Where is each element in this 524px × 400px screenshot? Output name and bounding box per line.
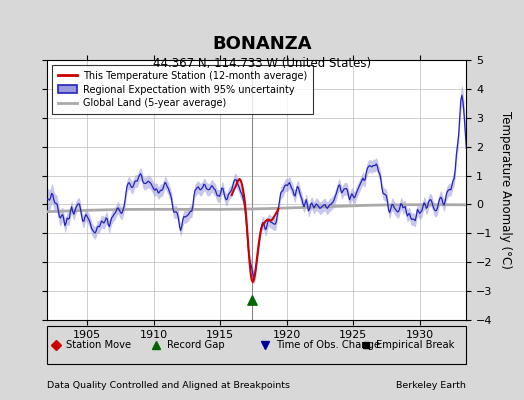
Text: Station Move: Station Move	[66, 340, 131, 350]
Point	[248, 296, 256, 303]
Text: Record Gap: Record Gap	[167, 340, 224, 350]
Text: BONANZA: BONANZA	[212, 35, 312, 53]
Text: 44.367 N, 114.733 W (United States): 44.367 N, 114.733 W (United States)	[153, 58, 371, 70]
Text: Berkeley Earth: Berkeley Earth	[397, 382, 466, 390]
Text: Time of Obs. Change: Time of Obs. Change	[276, 340, 380, 350]
Text: Data Quality Controlled and Aligned at Breakpoints: Data Quality Controlled and Aligned at B…	[47, 382, 290, 390]
Text: Empirical Break: Empirical Break	[376, 340, 455, 350]
Legend: This Temperature Station (12-month average), Regional Expectation with 95% uncer: This Temperature Station (12-month avera…	[52, 65, 313, 114]
Y-axis label: Temperature Anomaly (°C): Temperature Anomaly (°C)	[499, 111, 512, 269]
